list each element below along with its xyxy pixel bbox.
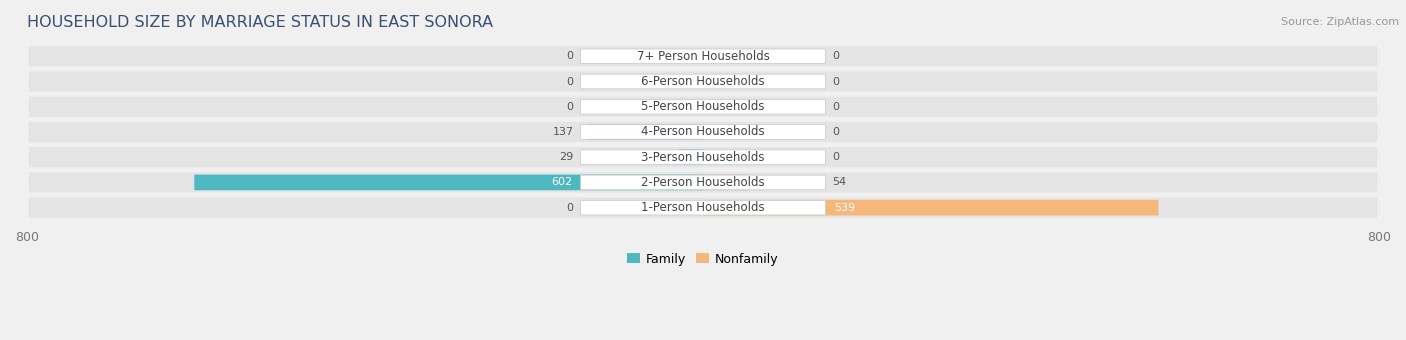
- Text: 0: 0: [832, 127, 839, 137]
- FancyBboxPatch shape: [581, 74, 825, 89]
- Text: HOUSEHOLD SIZE BY MARRIAGE STATUS IN EAST SONORA: HOUSEHOLD SIZE BY MARRIAGE STATUS IN EAS…: [27, 15, 494, 30]
- Text: 3-Person Households: 3-Person Households: [641, 151, 765, 164]
- Text: 6-Person Households: 6-Person Households: [641, 75, 765, 88]
- FancyBboxPatch shape: [703, 200, 1159, 216]
- FancyBboxPatch shape: [28, 172, 1378, 192]
- Text: 0: 0: [832, 76, 839, 86]
- FancyBboxPatch shape: [581, 49, 825, 64]
- Text: 0: 0: [832, 102, 839, 112]
- Text: 137: 137: [553, 127, 574, 137]
- Text: 0: 0: [567, 203, 574, 212]
- FancyBboxPatch shape: [703, 175, 748, 190]
- FancyBboxPatch shape: [28, 122, 1378, 142]
- Text: 5-Person Households: 5-Person Households: [641, 100, 765, 113]
- Text: Source: ZipAtlas.com: Source: ZipAtlas.com: [1281, 17, 1399, 27]
- Text: 0: 0: [832, 152, 839, 162]
- FancyBboxPatch shape: [28, 97, 1378, 117]
- FancyBboxPatch shape: [28, 147, 1378, 167]
- Text: 539: 539: [834, 203, 855, 212]
- FancyBboxPatch shape: [581, 200, 825, 215]
- FancyBboxPatch shape: [28, 198, 1378, 218]
- FancyBboxPatch shape: [28, 46, 1378, 66]
- Text: 0: 0: [567, 102, 574, 112]
- Text: 0: 0: [567, 51, 574, 61]
- Text: 29: 29: [560, 152, 574, 162]
- FancyBboxPatch shape: [581, 99, 825, 114]
- Text: 602: 602: [551, 177, 572, 187]
- Legend: Family, Nonfamily: Family, Nonfamily: [623, 248, 783, 271]
- Text: 0: 0: [832, 51, 839, 61]
- Text: 7+ Person Households: 7+ Person Households: [637, 50, 769, 63]
- FancyBboxPatch shape: [28, 71, 1378, 91]
- Text: 0: 0: [567, 76, 574, 86]
- FancyBboxPatch shape: [581, 125, 825, 139]
- FancyBboxPatch shape: [679, 149, 703, 165]
- FancyBboxPatch shape: [581, 175, 825, 190]
- Text: 2-Person Households: 2-Person Households: [641, 176, 765, 189]
- FancyBboxPatch shape: [581, 150, 825, 165]
- Text: 1-Person Households: 1-Person Households: [641, 201, 765, 214]
- FancyBboxPatch shape: [194, 175, 703, 190]
- FancyBboxPatch shape: [588, 124, 703, 140]
- Text: 54: 54: [832, 177, 846, 187]
- Text: 4-Person Households: 4-Person Households: [641, 125, 765, 138]
